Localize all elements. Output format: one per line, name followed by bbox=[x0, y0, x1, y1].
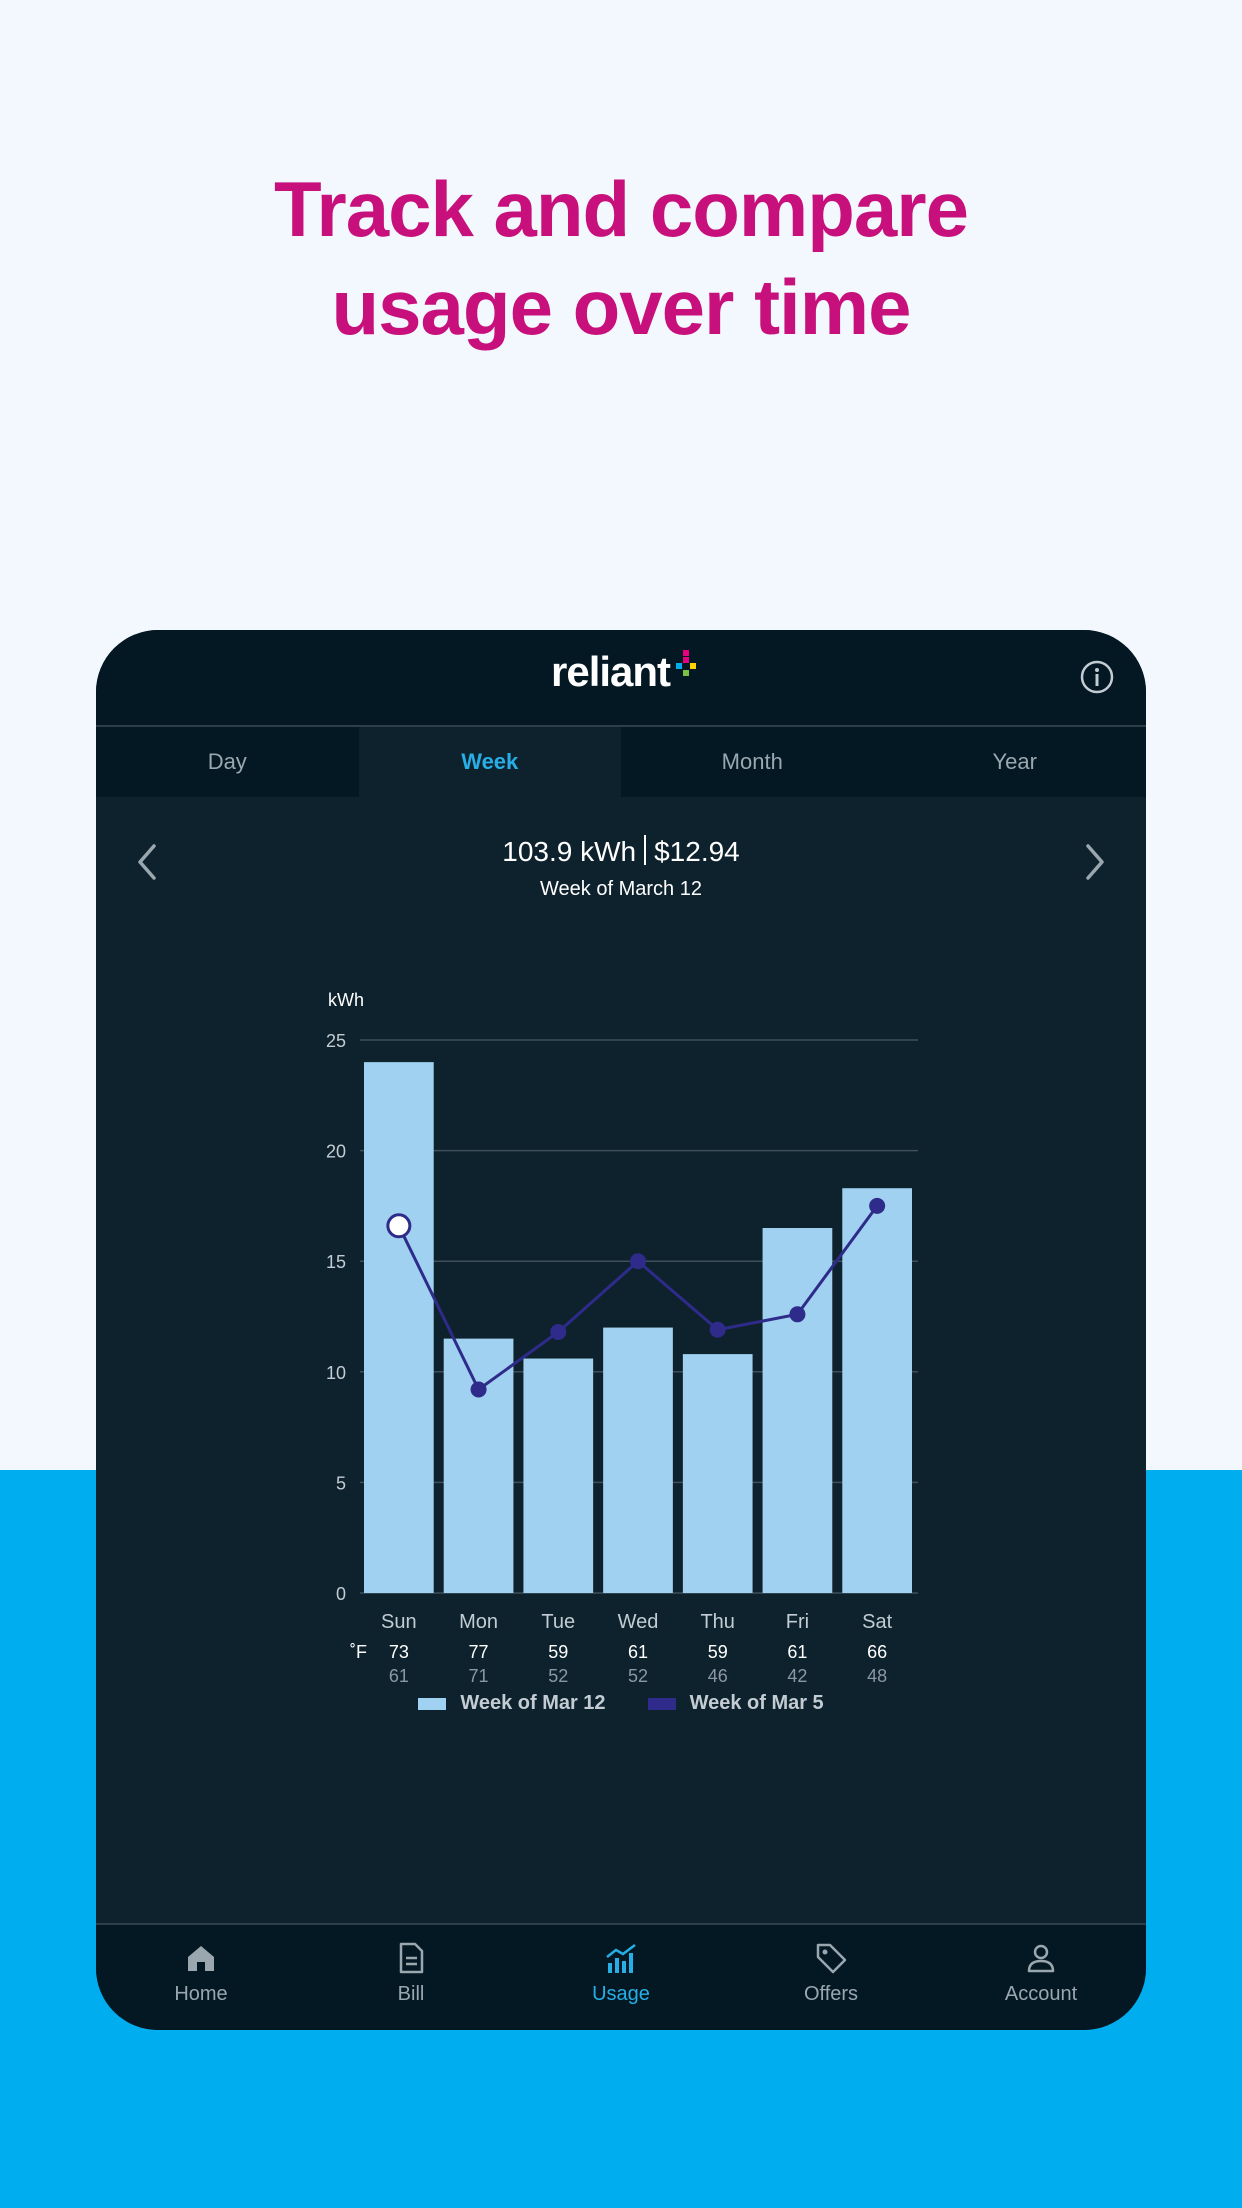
temp-low: 52 bbox=[628, 1666, 648, 1686]
x-tick-label: Sat bbox=[862, 1611, 892, 1633]
temp-high: 59 bbox=[708, 1642, 728, 1662]
line-point bbox=[789, 1306, 806, 1323]
temp-high: 77 bbox=[469, 1642, 489, 1662]
x-tick-label: Thu bbox=[700, 1611, 734, 1633]
temp-low: 42 bbox=[787, 1666, 807, 1686]
y-axis-label: kWh bbox=[328, 990, 364, 1010]
bill-icon bbox=[399, 1942, 424, 1974]
legend-item-previous-week: Week of Mar 5 bbox=[647, 1692, 824, 1715]
line-point bbox=[470, 1381, 487, 1398]
usage-kwh: 103.9 kWh bbox=[502, 836, 637, 867]
temp-low: 71 bbox=[469, 1666, 489, 1686]
app-header: reliant bbox=[96, 630, 1146, 727]
usage-cost: $12.94 bbox=[654, 836, 740, 867]
sparkle-logo-icon bbox=[676, 650, 696, 676]
bar-thu bbox=[682, 1354, 753, 1593]
y-tick-label: 5 bbox=[336, 1473, 346, 1493]
nav-bill[interactable]: Bill bbox=[306, 1925, 516, 2030]
tab-year[interactable]: Year bbox=[992, 749, 1037, 774]
x-tick-label: Wed bbox=[618, 1611, 659, 1633]
temp-unit-label: ˚F bbox=[350, 1642, 367, 1662]
y-tick-label: 10 bbox=[326, 1363, 346, 1383]
bar-tue bbox=[523, 1358, 594, 1593]
period-tabs: Day Week Month Year bbox=[96, 727, 1146, 797]
temp-low: 48 bbox=[867, 1666, 887, 1686]
temp-high: 66 bbox=[867, 1642, 887, 1662]
bottom-navigation: Home Bill Usage Offers Account bbox=[96, 1923, 1146, 2030]
usage-chart-icon bbox=[606, 1944, 636, 1973]
nav-offers[interactable]: Offers bbox=[726, 1925, 936, 2030]
bar-fri bbox=[762, 1228, 833, 1593]
page-headline: Track and compare usage over time bbox=[0, 160, 1242, 356]
legend-swatch-line bbox=[647, 1697, 676, 1710]
temp-high: 59 bbox=[548, 1642, 568, 1662]
tab-month[interactable]: Month bbox=[721, 749, 783, 774]
line-point bbox=[869, 1197, 886, 1214]
temp-low: 52 bbox=[548, 1666, 568, 1686]
person-icon bbox=[1027, 1944, 1055, 1973]
temp-low: 61 bbox=[389, 1666, 409, 1686]
line-point bbox=[550, 1323, 567, 1340]
x-tick-label: Tue bbox=[541, 1611, 575, 1633]
x-tick-label: Sun bbox=[381, 1611, 417, 1633]
y-tick-label: 15 bbox=[326, 1252, 346, 1272]
bar-sun bbox=[364, 1062, 434, 1593]
summary-divider bbox=[644, 835, 647, 865]
line-point bbox=[709, 1321, 726, 1338]
usage-chart: kWh 0 5 10 15 20 25 Sun 73 61 Mon 77 71 Tue 59 52 Wed 61 5… bbox=[326, 990, 918, 1686]
nav-account[interactable]: Account bbox=[936, 1925, 1146, 2030]
home-icon bbox=[188, 1946, 214, 1971]
tag-icon bbox=[816, 1943, 847, 1974]
bar-wed bbox=[603, 1327, 673, 1593]
temp-low: 46 bbox=[708, 1666, 728, 1686]
previous-period-chevron-icon[interactable] bbox=[132, 840, 162, 884]
x-tick-label: Mon bbox=[459, 1611, 498, 1633]
headline-text: Track and compare usage over time bbox=[274, 165, 969, 351]
y-tick-label: 0 bbox=[336, 1584, 346, 1604]
bar-mon bbox=[443, 1338, 514, 1593]
usage-summary: 103.9 kWh $12.94 bbox=[96, 835, 1146, 868]
nav-home[interactable]: Home bbox=[96, 1925, 306, 2030]
legend-swatch-bar bbox=[418, 1697, 447, 1710]
next-period-chevron-icon[interactable] bbox=[1080, 840, 1110, 884]
info-icon[interactable] bbox=[1080, 660, 1114, 694]
temp-high: 61 bbox=[628, 1642, 648, 1662]
bar-sat bbox=[842, 1188, 912, 1593]
y-tick-label: 25 bbox=[326, 1031, 346, 1051]
legend-item-current-week: Week of Mar 12 bbox=[418, 1692, 606, 1715]
y-tick-label: 20 bbox=[326, 1142, 346, 1162]
period-label: Week of March 12 bbox=[540, 878, 702, 900]
line-point-selected bbox=[386, 1213, 412, 1239]
nav-usage[interactable]: Usage bbox=[516, 1925, 726, 2030]
temp-high: 73 bbox=[389, 1642, 409, 1662]
app-screen: reliant Day Week Month Year 103.9 kWh $12… bbox=[96, 630, 1146, 2030]
chart-legend: Week of Mar 12 Week of Mar 5 bbox=[96, 1692, 1146, 1715]
tab-day[interactable]: Day bbox=[207, 749, 247, 774]
x-tick-label: Fri bbox=[786, 1611, 809, 1633]
line-point bbox=[630, 1253, 646, 1270]
temp-high: 61 bbox=[787, 1642, 807, 1662]
tab-week[interactable]: Week bbox=[358, 727, 621, 797]
reliant-logo: reliant bbox=[551, 648, 671, 695]
